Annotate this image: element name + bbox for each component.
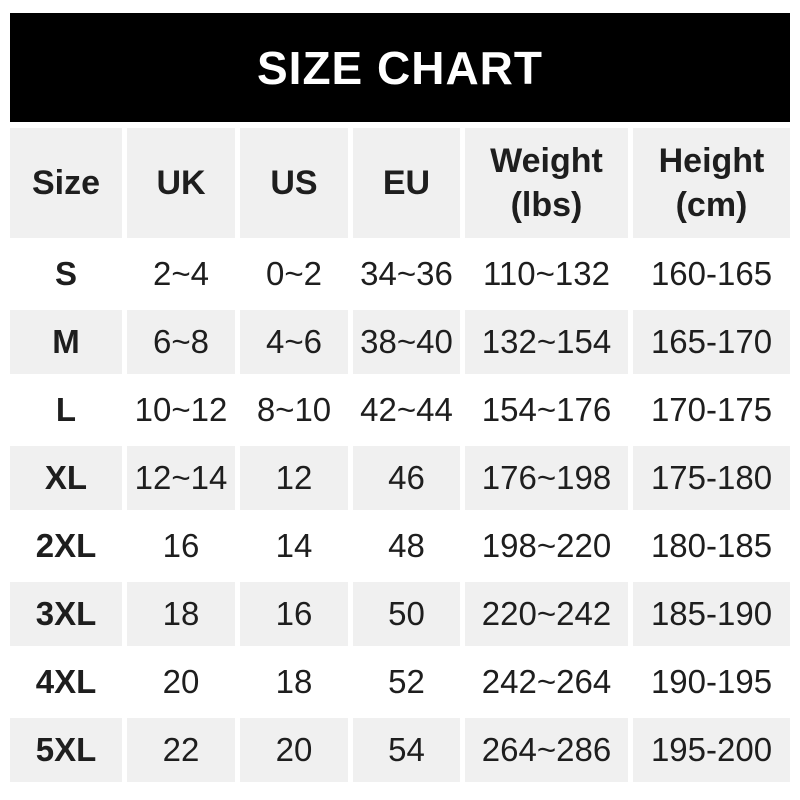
column-header-eu: EU	[353, 128, 460, 238]
cell-eu: 42~44	[353, 378, 460, 442]
cell-weight_lbs: 132~154	[465, 310, 628, 374]
cell-eu: 46	[353, 446, 460, 510]
table-body: S 2~4 0~2 34~36 110~132 160-165 M 6~8 4~6 38~40 13…	[10, 242, 790, 782]
cell-us: 4~6	[240, 310, 348, 374]
cell-height_cm: 160-165	[633, 242, 790, 306]
cell-eu: 38~40	[353, 310, 460, 374]
table-row: 3XL 18 16 50 220~242 185-190	[10, 582, 790, 646]
cell-weight_lbs: 176~198	[465, 446, 628, 510]
cell-us: 18	[240, 650, 348, 714]
cell-size: XL	[10, 446, 122, 510]
column-header-us: US	[240, 128, 348, 238]
cell-uk: 10~12	[127, 378, 235, 442]
header-row: Size UK US EU Weight (lbs) Height (cm)	[10, 128, 790, 238]
cell-us: 20	[240, 718, 348, 782]
table-row: 4XL 20 18 52 242~264 190-195	[10, 650, 790, 714]
cell-us: 0~2	[240, 242, 348, 306]
cell-uk: 2~4	[127, 242, 235, 306]
cell-size: 3XL	[10, 582, 122, 646]
cell-size: 2XL	[10, 514, 122, 578]
cell-uk: 16	[127, 514, 235, 578]
cell-size: 4XL	[10, 650, 122, 714]
table-header: Size UK US EU Weight (lbs) Height (cm)	[10, 128, 790, 238]
cell-eu: 52	[353, 650, 460, 714]
column-header-label: EU	[382, 163, 431, 202]
cell-size: 5XL	[10, 718, 122, 782]
cell-weight_lbs: 198~220	[465, 514, 628, 578]
cell-height_cm: 180-185	[633, 514, 790, 578]
cell-size: L	[10, 378, 122, 442]
page-title: SIZE CHART	[257, 41, 543, 94]
cell-uk: 22	[127, 718, 235, 782]
size-chart-table: Size UK US EU Weight (lbs) Height (cm) S 2~4 0~2 3…	[5, 124, 795, 786]
cell-uk: 20	[127, 650, 235, 714]
column-header-label: US	[270, 163, 318, 202]
column-header-size: Size	[10, 128, 122, 238]
cell-uk: 12~14	[127, 446, 235, 510]
cell-height_cm: 195-200	[633, 718, 790, 782]
cell-uk: 6~8	[127, 310, 235, 374]
cell-us: 8~10	[240, 378, 348, 442]
cell-weight_lbs: 220~242	[465, 582, 628, 646]
cell-eu: 48	[353, 514, 460, 578]
column-header-label: Weight	[490, 141, 603, 180]
column-header-weight_lbs: Weight (lbs)	[465, 128, 628, 238]
cell-eu: 50	[353, 582, 460, 646]
cell-height_cm: 165-170	[633, 310, 790, 374]
cell-us: 12	[240, 446, 348, 510]
cell-weight_lbs: 110~132	[465, 242, 628, 306]
cell-height_cm: 170-175	[633, 378, 790, 442]
table-row: 5XL 22 20 54 264~286 195-200	[10, 718, 790, 782]
cell-height_cm: 175-180	[633, 446, 790, 510]
cell-weight_lbs: 264~286	[465, 718, 628, 782]
column-header-uk: UK	[127, 128, 235, 238]
cell-weight_lbs: 154~176	[465, 378, 628, 442]
column-header-sublabel: (lbs)	[510, 186, 583, 224]
column-header-label: Height	[658, 141, 765, 180]
column-header-height_cm: Height (cm)	[633, 128, 790, 238]
cell-size: S	[10, 242, 122, 306]
cell-size: M	[10, 310, 122, 374]
column-header-label: Size	[31, 163, 101, 202]
cell-uk: 18	[127, 582, 235, 646]
cell-us: 14	[240, 514, 348, 578]
cell-height_cm: 185-190	[633, 582, 790, 646]
cell-eu: 54	[353, 718, 460, 782]
table-row: L 10~12 8~10 42~44 154~176 170-175	[10, 378, 790, 442]
table-row: S 2~4 0~2 34~36 110~132 160-165	[10, 242, 790, 306]
column-header-sublabel: (cm)	[675, 186, 748, 224]
cell-us: 16	[240, 582, 348, 646]
column-header-label: UK	[156, 163, 206, 202]
cell-height_cm: 190-195	[633, 650, 790, 714]
table-row: XL 12~14 12 46 176~198 175-180	[10, 446, 790, 510]
table-row: 2XL 16 14 48 198~220 180-185	[10, 514, 790, 578]
cell-eu: 34~36	[353, 242, 460, 306]
cell-weight_lbs: 242~264	[465, 650, 628, 714]
banner: SIZE CHART	[10, 13, 790, 122]
table-row: M 6~8 4~6 38~40 132~154 165-170	[10, 310, 790, 374]
